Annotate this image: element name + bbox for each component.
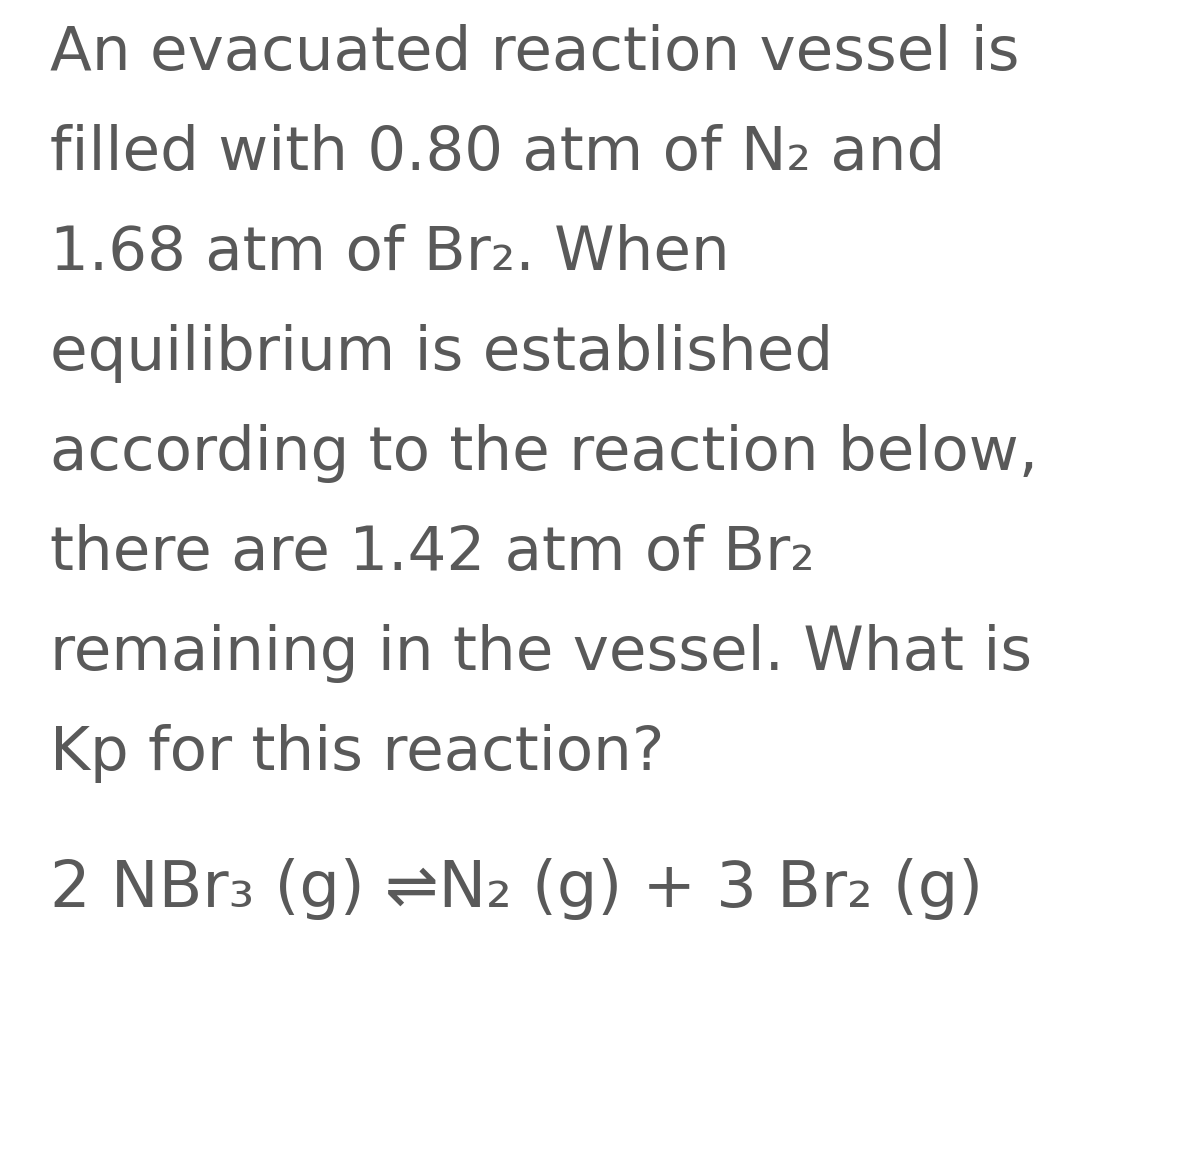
Text: Kp for this reaction?: Kp for this reaction?: [50, 724, 665, 784]
Text: according to the reaction below,: according to the reaction below,: [50, 424, 1038, 484]
Text: 1.68 atm of Br₂. When: 1.68 atm of Br₂. When: [50, 224, 730, 283]
Text: An evacuated reaction vessel is: An evacuated reaction vessel is: [50, 24, 1020, 83]
Text: equilibrium is established: equilibrium is established: [50, 324, 833, 384]
Text: 2 NBr₃ (g) ⇌N₂ (g) + 3 Br₂ (g): 2 NBr₃ (g) ⇌N₂ (g) + 3 Br₂ (g): [50, 858, 983, 920]
Text: filled with 0.80 atm of N₂ and: filled with 0.80 atm of N₂ and: [50, 124, 946, 183]
Text: remaining in the vessel. What is: remaining in the vessel. What is: [50, 624, 1032, 684]
Text: there are 1.42 atm of Br₂: there are 1.42 atm of Br₂: [50, 524, 815, 584]
